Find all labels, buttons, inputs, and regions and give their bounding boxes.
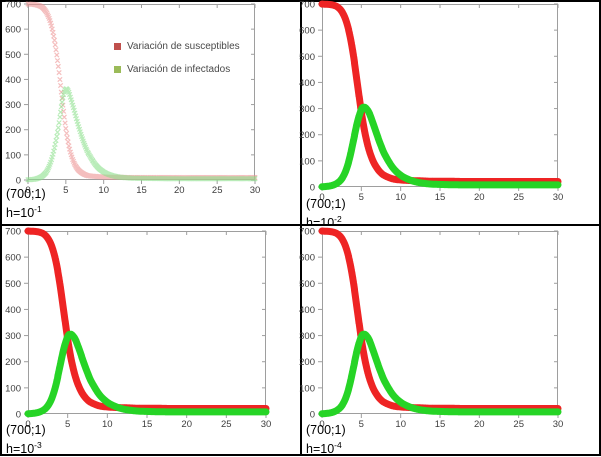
step-size-exponent: -4 — [334, 440, 342, 450]
chart-quadrant-top-right: 0 100 200 300 400 500 600 700 0 5 10 15 20 25 30 (700;… — [299, 0, 599, 230]
svg-text:500: 500 — [299, 52, 315, 63]
step-size-exponent: -1 — [34, 204, 42, 214]
step-size-base: h=10 — [6, 442, 35, 457]
svg-text:25: 25 — [221, 419, 232, 430]
step-size-exponent: -2 — [334, 214, 342, 224]
svg-text:400: 400 — [5, 75, 21, 86]
legend-label-infectados: Variación de infectados — [127, 64, 231, 75]
step-size-base: h=10 — [306, 442, 335, 457]
svg-text:5: 5 — [65, 419, 70, 430]
initial-conditions-label: (700;1) — [6, 187, 46, 201]
svg-text:100: 100 — [5, 150, 21, 161]
svg-text:20: 20 — [474, 192, 485, 203]
svg-text:30: 30 — [261, 419, 272, 430]
svg-text:500: 500 — [5, 279, 21, 290]
svg-text:200: 200 — [299, 130, 315, 141]
plot-area-bottom-left: 0 100 200 300 400 500 600 700 0 5 10 15 20 25 30 — [5, 227, 271, 431]
svg-text:10: 10 — [102, 419, 113, 430]
initial-conditions-label: (700;1) — [306, 423, 346, 437]
svg-text:5: 5 — [359, 192, 364, 203]
svg-text:10: 10 — [395, 419, 406, 430]
svg-text:100: 100 — [5, 383, 21, 394]
svg-text:300: 300 — [5, 100, 21, 111]
svg-text:0: 0 — [310, 410, 315, 421]
legend-swatch-infectados-icon — [114, 66, 121, 73]
plot-wrap-bottom-right: 0 100 200 300 400 500 600 700 0 5 10 15 20 25 30 — [299, 227, 563, 431]
svg-text:200: 200 — [5, 125, 21, 136]
svg-text:600: 600 — [299, 26, 315, 37]
svg-text:300: 300 — [299, 104, 315, 115]
svg-text:20: 20 — [181, 419, 192, 430]
plot-wrap-bottom-left: 0 100 200 300 400 500 600 700 0 5 10 15 20 25 30 — [5, 227, 271, 431]
annotation-bottom-right: (700;1) h=10-4 — [306, 423, 346, 457]
svg-text:0: 0 — [319, 192, 324, 203]
svg-text:0: 0 — [25, 419, 30, 430]
svg-text:600: 600 — [5, 25, 21, 36]
svg-text:30: 30 — [250, 185, 261, 196]
step-size-label: h=10-4 — [306, 438, 346, 457]
chart-quadrant-bottom-left: 0 100 200 300 400 500 600 700 0 5 10 15 20 25 30 (700;… — [2, 226, 302, 457]
step-size-base: h=10 — [6, 206, 35, 221]
svg-text:200: 200 — [5, 357, 21, 368]
svg-text:600: 600 — [5, 253, 21, 264]
svg-text:200: 200 — [299, 357, 315, 368]
svg-text:20: 20 — [174, 185, 185, 196]
svg-text:0: 0 — [319, 419, 324, 430]
svg-text:0: 0 — [25, 185, 30, 196]
plot-area-top-right: 0 100 200 300 400 500 600 700 0 5 10 15 20 25 30 — [299, 0, 563, 203]
svg-text:400: 400 — [299, 305, 315, 316]
svg-text:20: 20 — [474, 419, 485, 430]
svg-text:5: 5 — [359, 419, 364, 430]
svg-text:5: 5 — [63, 185, 68, 196]
svg-text:500: 500 — [299, 279, 315, 290]
svg-text:700: 700 — [299, 0, 315, 11]
legend-item-susceptibles: Variación de susceptibles — [114, 41, 240, 52]
initial-conditions-label: (700;1) — [6, 423, 46, 437]
plot-wrap-top-right: 0 100 200 300 400 500 600 700 0 5 10 15 20 25 30 — [299, 0, 563, 203]
step-size-exponent: -3 — [34, 440, 42, 450]
svg-text:700: 700 — [5, 227, 21, 238]
svg-text:30: 30 — [553, 192, 564, 203]
svg-text:0: 0 — [16, 176, 21, 187]
svg-text:10: 10 — [395, 192, 406, 203]
svg-text:300: 300 — [299, 331, 315, 342]
step-size-label: h=10-3 — [6, 438, 46, 457]
chart-quadrant-top-left: 0 100 200 300 400 500 600 700 0 5 10 15 20 25 30 Varia… — [2, 0, 302, 226]
svg-text:15: 15 — [136, 185, 147, 196]
svg-text:100: 100 — [299, 156, 315, 167]
chart-quadrant-bottom-right: 0 100 200 300 400 500 600 700 0 5 10 15 20 25 30 (700;… — [299, 226, 599, 457]
svg-text:0: 0 — [16, 410, 21, 421]
initial-conditions-label: (700;1) — [306, 197, 346, 211]
legend-label-susceptibles: Variación de susceptibles — [127, 41, 240, 52]
svg-text:400: 400 — [299, 78, 315, 89]
annotation-top-left: (700;1) h=10-1 — [6, 187, 46, 221]
step-size-label: h=10-1 — [6, 202, 46, 221]
svg-text:25: 25 — [212, 185, 223, 196]
plot-area-bottom-right: 0 100 200 300 400 500 600 700 0 5 10 15 20 25 30 — [299, 227, 563, 431]
plot-area-top-left: 0 100 200 300 400 500 600 700 0 5 10 15 20 25 30 — [5, 0, 260, 196]
svg-text:300: 300 — [5, 331, 21, 342]
annotation-bottom-left: (700;1) h=10-3 — [6, 423, 46, 457]
plot-wrap-top-left: 0 100 200 300 400 500 600 700 0 5 10 15 20 25 30 — [5, 0, 260, 196]
svg-text:600: 600 — [299, 253, 315, 264]
legend-item-infectados: Variación de infectados — [114, 64, 240, 75]
svg-text:400: 400 — [5, 305, 21, 316]
svg-text:25: 25 — [513, 419, 524, 430]
svg-text:15: 15 — [142, 419, 153, 430]
svg-text:10: 10 — [98, 185, 109, 196]
svg-text:0: 0 — [310, 183, 315, 194]
svg-text:500: 500 — [5, 50, 21, 61]
svg-text:15: 15 — [435, 419, 446, 430]
chart-legend: Variación de susceptibles Variación de i… — [114, 41, 240, 87]
svg-text:100: 100 — [299, 383, 315, 394]
svg-text:700: 700 — [5, 0, 21, 11]
legend-swatch-susceptibles-icon — [114, 43, 121, 50]
svg-text:30: 30 — [553, 419, 564, 430]
svg-text:700: 700 — [299, 227, 315, 238]
svg-text:15: 15 — [435, 192, 446, 203]
svg-text:25: 25 — [513, 192, 524, 203]
